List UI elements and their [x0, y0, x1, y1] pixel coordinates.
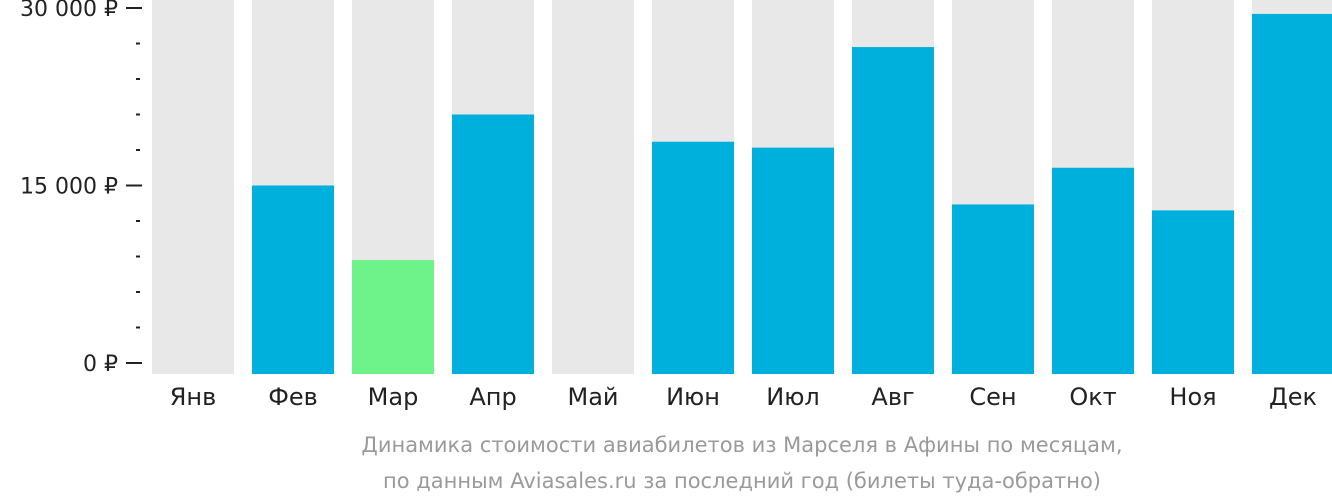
y-tick-label-3: 30 000 ₽: [20, 0, 118, 22]
price-bar-7[interactable]: [752, 147, 834, 374]
price-bar-8[interactable]: [852, 47, 934, 375]
y-tick-label-2: 15 000 ₽: [20, 175, 118, 200]
price-bar-6[interactable]: [652, 141, 734, 374]
price-bar-2[interactable]: [252, 185, 334, 375]
price-bar-9[interactable]: [952, 204, 1034, 374]
caption-line-1: Динамика стоимости авиабилетов из Марсел…: [361, 433, 1122, 457]
price-bar-12[interactable]: [1252, 13, 1332, 375]
month-label-3: Мар: [368, 383, 419, 411]
month-label-10: Окт: [1069, 383, 1116, 411]
month-label-2: Фев: [268, 383, 318, 411]
price-bar-3[interactable]: [352, 260, 434, 374]
background-column-5: [552, 0, 634, 374]
caption-line-2: по данным Aviasales.ru за последний год …: [383, 469, 1101, 493]
month-label-6: Июн: [666, 383, 720, 411]
y-tick-label-1: 0 ₽: [83, 352, 118, 377]
month-label-4: Апр: [469, 383, 516, 411]
month-label-5: Май: [567, 383, 618, 411]
price-bar-4[interactable]: [452, 114, 534, 375]
price-bar-11[interactable]: [1152, 210, 1234, 374]
price-bars: [252, 13, 1332, 375]
x-axis-labels: Янв Фев Мар Апр Май Июн Июл Авг Сен Окт Ноя Дек: [170, 383, 1317, 411]
chart-caption: Динамика стоимости авиабилетов из Марсел…: [361, 433, 1122, 493]
month-label-9: Сен: [969, 383, 1016, 411]
y-axis: 0 ₽ 15 000 ₽ 30 000 ₽: [20, 0, 142, 377]
month-label-1: Янв: [170, 383, 217, 411]
month-label-8: Авг: [871, 383, 914, 411]
month-label-12: Дек: [1269, 383, 1317, 411]
month-label-7: Июл: [766, 383, 820, 411]
background-column-1: [152, 0, 234, 374]
month-label-11: Ноя: [1169, 383, 1216, 411]
price-bar-10[interactable]: [1052, 167, 1134, 374]
